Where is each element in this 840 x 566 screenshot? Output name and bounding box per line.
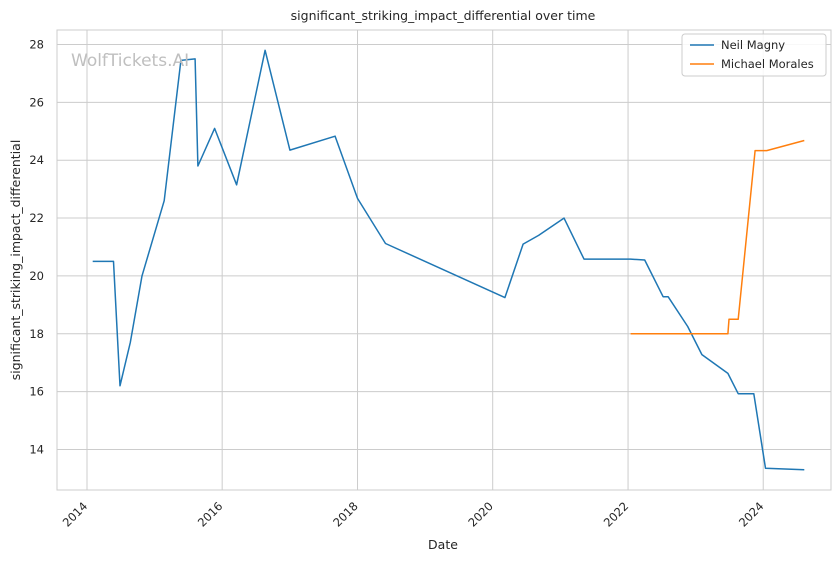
plot-frame (56, 29, 832, 491)
x-axis-title: Date (428, 537, 458, 552)
y-tick-label: 18 (29, 327, 44, 341)
y-axis-ticks: 14 16 18 20 22 24 26 28 (29, 37, 44, 456)
y-tick-label: 14 (29, 442, 44, 456)
chart-title: significant_striking_impact_differential… (291, 8, 596, 23)
legend-label-neil-magny: Neil Magny (721, 38, 785, 52)
y-tick-label: 20 (29, 269, 44, 283)
y-axis-title: significant_striking_impact_differential (8, 140, 23, 381)
y-tick-label: 24 (29, 153, 44, 167)
series-lines (92, 49, 805, 471)
series-line-neil-magny (92, 49, 805, 471)
y-tick-label: 22 (29, 211, 44, 225)
legend-box (681, 33, 827, 77)
y-tick-label: 26 (29, 95, 44, 109)
y-tick-label: 28 (29, 37, 44, 51)
watermark: WolfTickets.AI (71, 51, 189, 71)
legend: Neil Magny Michael Morales (681, 33, 827, 77)
legend-label-michael-morales: Michael Morales (721, 57, 814, 71)
series-line-michael-morales (630, 139, 805, 335)
y-tick-label: 16 (29, 385, 44, 399)
